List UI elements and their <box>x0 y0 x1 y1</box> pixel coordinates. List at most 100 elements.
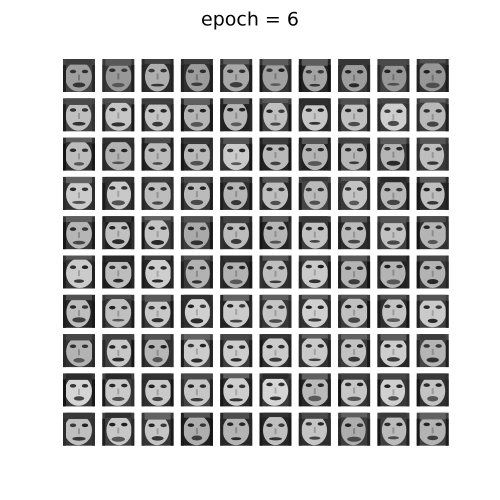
cheek-shade <box>259 340 263 368</box>
cheek-shade <box>92 418 95 446</box>
mouth <box>427 435 439 441</box>
cheek-shade <box>288 182 292 210</box>
cheek-shade <box>298 418 302 446</box>
cheek-shade <box>170 65 174 92</box>
eye <box>199 343 207 348</box>
eye <box>305 305 312 310</box>
eye <box>160 68 167 73</box>
eye <box>69 305 77 309</box>
eye <box>396 344 403 348</box>
eye <box>81 187 89 192</box>
cheek-shade <box>220 182 224 210</box>
eye <box>227 304 234 308</box>
cheek-shade <box>338 182 342 210</box>
eye <box>199 186 207 191</box>
mouth <box>387 120 400 127</box>
cheek-shade <box>338 65 342 92</box>
face-image <box>220 412 253 446</box>
cheek-shade <box>92 340 95 368</box>
eye <box>109 422 116 427</box>
hair <box>223 294 250 301</box>
cheek-shade <box>259 300 263 328</box>
cheek-shade <box>170 379 174 407</box>
cheek-shade <box>209 182 213 210</box>
cheek-shade <box>259 418 263 446</box>
mouth <box>386 199 400 206</box>
mouth <box>72 200 86 204</box>
hair <box>262 334 289 339</box>
eye <box>69 108 77 112</box>
eye <box>109 186 116 190</box>
hair <box>105 137 132 143</box>
cheek-shade <box>63 340 66 368</box>
cheek-shade <box>298 182 302 210</box>
hair <box>223 137 250 144</box>
cheek-shade <box>141 143 145 171</box>
cheek-shade <box>288 300 292 328</box>
eye <box>396 264 403 269</box>
hair <box>341 412 368 418</box>
mouth <box>425 82 440 89</box>
eye <box>278 344 285 349</box>
eye <box>148 384 155 389</box>
image-grid <box>63 59 449 446</box>
nose <box>156 389 159 396</box>
eye <box>396 69 403 74</box>
cheek-shade <box>249 261 253 289</box>
cheek-shade <box>220 104 224 132</box>
hair <box>419 98 446 103</box>
mouth <box>386 240 400 245</box>
cheek-shade <box>209 340 213 368</box>
nose <box>392 151 395 158</box>
cheek-shade <box>338 143 342 171</box>
face-image <box>338 176 371 210</box>
eye <box>160 226 167 230</box>
nose <box>392 427 395 434</box>
mouth <box>151 279 164 283</box>
eye <box>423 383 430 387</box>
eye <box>278 109 285 114</box>
eye <box>69 344 77 349</box>
eye <box>199 148 207 153</box>
face-image <box>298 176 331 210</box>
cheek-shade <box>220 261 224 289</box>
hair <box>419 176 446 183</box>
mouth <box>270 161 281 166</box>
eye <box>69 187 77 192</box>
hair <box>380 59 407 66</box>
cheek-shade <box>445 300 449 328</box>
hair <box>223 59 250 65</box>
face-image <box>141 176 174 210</box>
hair <box>183 176 210 183</box>
nose <box>431 152 434 159</box>
nose <box>78 113 80 120</box>
mouth <box>151 239 165 245</box>
hair <box>341 334 368 340</box>
hair <box>419 334 446 340</box>
face-image <box>298 216 331 250</box>
eye <box>423 305 430 309</box>
cheek-shade <box>377 104 381 132</box>
cheek-shade <box>327 300 331 328</box>
mouth <box>348 356 360 362</box>
mouth <box>231 437 242 441</box>
face-image <box>141 294 174 328</box>
face-image <box>377 176 410 210</box>
cheek-shade <box>131 261 135 289</box>
nose <box>195 348 198 355</box>
eye <box>317 264 324 269</box>
eye <box>160 423 167 428</box>
mouth <box>347 396 361 401</box>
cheek-shade <box>92 65 95 92</box>
face-image <box>180 176 213 210</box>
mouth <box>190 122 204 127</box>
eye <box>266 423 273 428</box>
mouth <box>308 121 321 125</box>
cheek-shade <box>141 182 145 210</box>
eye <box>344 226 352 231</box>
mouth <box>152 396 164 402</box>
cheek-shade <box>416 261 420 289</box>
eye <box>148 344 155 349</box>
